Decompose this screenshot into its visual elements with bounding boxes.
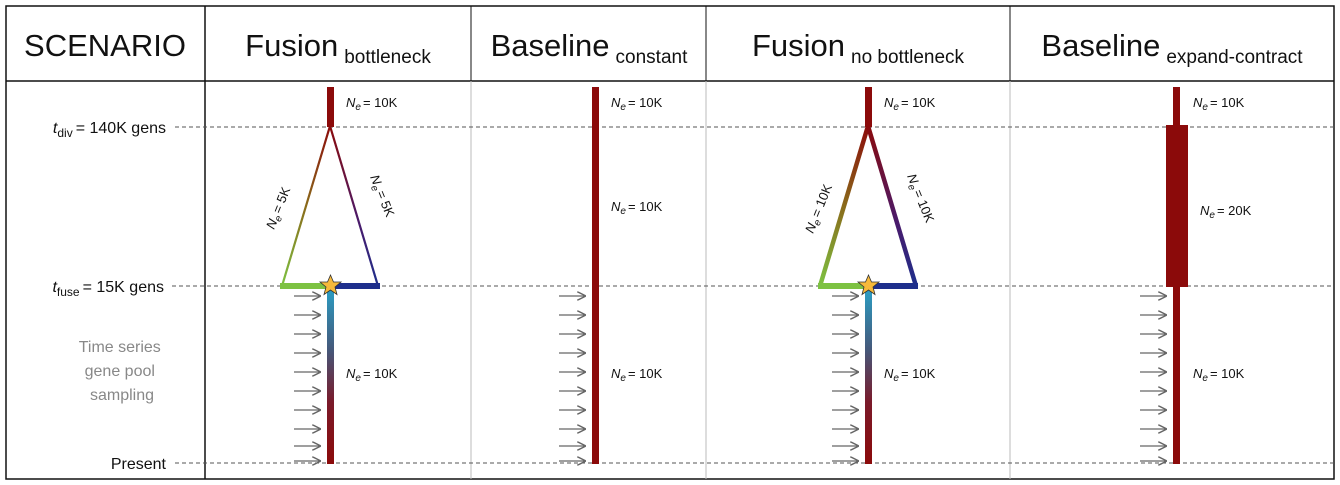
descendant-branch	[865, 288, 872, 464]
descendant-branch	[1173, 286, 1180, 464]
fusion-bottleneck-diagram: Ne = 10K Ne= 5K Ne= 5K Ne = 10K	[263, 87, 398, 464]
ne-label-top: Ne = 10K	[346, 95, 398, 113]
left-lineage	[280, 125, 332, 287]
fusion-star-icon	[856, 273, 881, 296]
ne-label-bottom: Ne = 10K	[611, 366, 663, 384]
column-header-fusion-no-bottleneck: Fusion no bottleneck	[752, 28, 965, 68]
ne-label-bottom: Ne = 10K	[346, 366, 398, 384]
descendant-branch	[327, 288, 334, 464]
fusion-no-bottleneck-diagram: Ne = 10K Ne= 10K Ne= 10K Ne = 10K	[802, 87, 937, 464]
column-header-fusion-bottleneck: Fusion bottleneck	[245, 28, 431, 68]
column-header-sub: constant	[616, 47, 689, 68]
column-header-main: Fusion	[245, 28, 338, 63]
ne-label-bottom: Ne = 10K	[1193, 366, 1245, 384]
column-header-baseline-constant: Baseline constant	[491, 28, 688, 68]
column-header-main: Baseline	[491, 28, 610, 63]
population-branch	[592, 87, 599, 464]
ne-label-left: Ne= 10K	[802, 182, 838, 237]
column-header-sub: expand-contract	[1166, 47, 1303, 68]
ne-label-top: Ne = 10K	[1193, 95, 1245, 113]
right-lineage	[865, 125, 919, 287]
ancestral-branch	[865, 87, 872, 127]
sampling-arrows	[1140, 296, 1166, 461]
baseline-expand-contract-diagram: Ne = 10K Ne = 20K Ne = 10K	[1140, 87, 1252, 464]
left-lineage	[817, 125, 871, 287]
ne-label-bottom: Ne = 10K	[884, 366, 936, 384]
ne-label-top: Ne = 10K	[884, 95, 936, 113]
sampling-arrows	[559, 296, 585, 461]
expanded-branch	[1166, 125, 1188, 287]
ne-label-right: Ne= 5K	[364, 173, 397, 221]
fusion-star-icon	[318, 273, 343, 296]
ne-label-left: Ne= 5K	[263, 184, 296, 232]
ancestral-branch	[1173, 87, 1180, 127]
baseline-constant-diagram: Ne = 10K Ne = 10K Ne = 10K	[559, 87, 663, 464]
sampling-arrows	[832, 296, 858, 461]
right-lineage	[328, 125, 380, 287]
ne-label-mid: Ne = 20K	[1200, 203, 1252, 221]
t-div-label: tdiv = 140K gens	[53, 120, 166, 140]
column-header-main: Baseline	[1041, 28, 1160, 63]
sampling-label: Time series gene pool sampling	[79, 339, 166, 404]
column-header-sub: bottleneck	[344, 47, 431, 68]
ancestral-branch	[327, 87, 334, 127]
column-header-sub: no bottleneck	[851, 47, 965, 68]
table-frame	[5, 5, 1335, 480]
column-header-baseline-expand-contract: Baseline expand-contract	[1041, 28, 1303, 68]
scenario-header: SCENARIO	[24, 28, 186, 63]
ne-label-right: Ne= 10K	[901, 172, 937, 227]
ne-label-mid: Ne = 10K	[611, 199, 663, 217]
ne-label-top: Ne = 10K	[611, 95, 663, 113]
present-label: Present	[111, 456, 167, 473]
sampling-arrows	[294, 296, 320, 461]
t-fuse-label: tfuse = 15K gens	[52, 279, 164, 299]
column-header-main: Fusion	[752, 28, 845, 63]
